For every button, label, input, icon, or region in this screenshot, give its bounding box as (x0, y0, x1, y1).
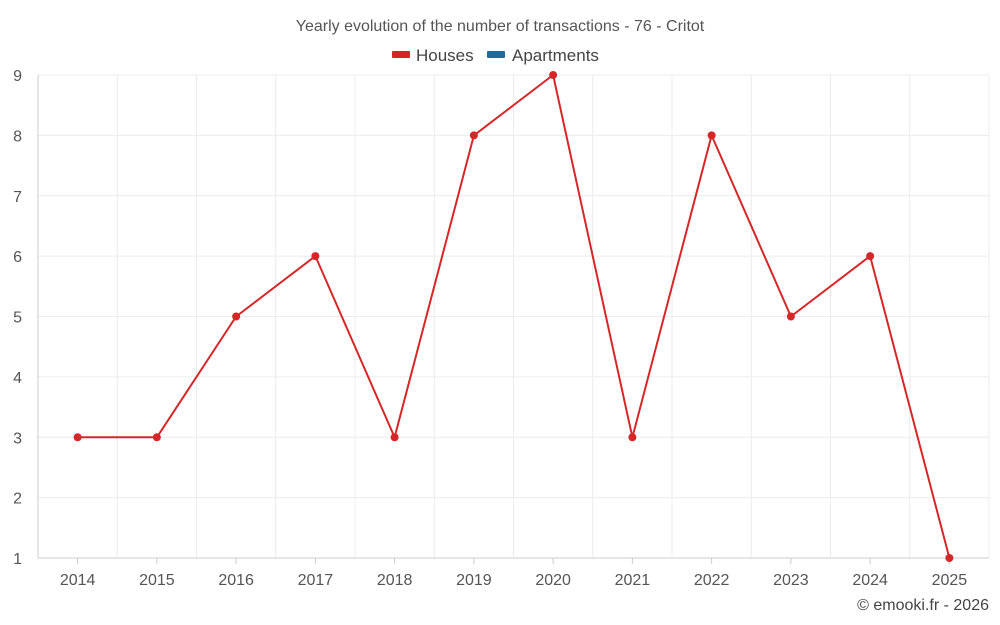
y-tick-label-9: 9 (13, 68, 22, 85)
y-tick-label-2: 2 (13, 491, 22, 508)
legend-label-houses: Houses (416, 46, 474, 65)
y-axis-labels: 1 2 3 4 5 6 7 8 9 (13, 68, 22, 568)
data-point-houses-2021 (628, 433, 637, 442)
credit-text: © emooki.fr - 2026 (857, 597, 989, 614)
legend-item-apartments[interactable]: Apartments (487, 46, 599, 65)
series-line-houses (77, 74, 951, 559)
x-tick-label-2020: 2020 (535, 572, 571, 589)
y-tick-label-5: 5 (13, 310, 22, 327)
x-tick-label-2017: 2017 (298, 572, 334, 589)
legend-swatch-houses (392, 51, 410, 58)
data-point-houses-2020 (549, 71, 558, 79)
series-houses (73, 71, 954, 562)
x-tick-label-2015: 2015 (139, 572, 175, 589)
legend-item-houses[interactable]: Houses (392, 46, 474, 65)
data-point-houses-2017 (311, 252, 320, 261)
data-point-houses-2018 (390, 433, 399, 442)
x-tick-label-2022: 2022 (694, 572, 730, 589)
data-point-houses-2015 (152, 433, 161, 442)
y-tick-label-4: 4 (13, 370, 22, 387)
y-tick-label-8: 8 (13, 128, 22, 145)
axes (37, 75, 989, 564)
x-tick-label-2025: 2025 (932, 572, 968, 589)
x-tick-label-2024: 2024 (852, 572, 888, 589)
x-tick-label-2014: 2014 (60, 572, 96, 589)
y-tick-label-6: 6 (13, 249, 22, 266)
data-point-houses-2019 (469, 131, 478, 140)
x-tick-label-2018: 2018 (377, 572, 413, 589)
data-point-houses-2022 (707, 131, 716, 140)
data-point-houses-2016 (232, 312, 241, 321)
legend-label-apartments: Apartments (512, 46, 599, 65)
data-point-houses-2025 (945, 554, 954, 562)
legend: Houses Apartments (392, 46, 599, 65)
y-tick-label-3: 3 (13, 430, 22, 447)
data-point-houses-2014 (73, 433, 82, 442)
y-tick-label-7: 7 (13, 189, 22, 206)
x-axis-labels: 2014 2015 2016 2017 2018 2019 2020 2021 2022 2023… (60, 572, 967, 589)
x-tick-label-2019: 2019 (456, 572, 492, 589)
x-tick-label-2023: 2023 (773, 572, 809, 589)
legend-swatch-apartments (487, 51, 505, 58)
x-tick-label-2016: 2016 (218, 572, 254, 589)
y-tick-label-1: 1 (13, 551, 22, 568)
grid (37, 74, 990, 559)
chart-title: Yearly evolution of the number of transa… (296, 18, 705, 35)
x-tick-label-2021: 2021 (615, 572, 651, 589)
data-point-houses-2023 (786, 312, 795, 321)
data-point-houses-2024 (866, 252, 875, 261)
